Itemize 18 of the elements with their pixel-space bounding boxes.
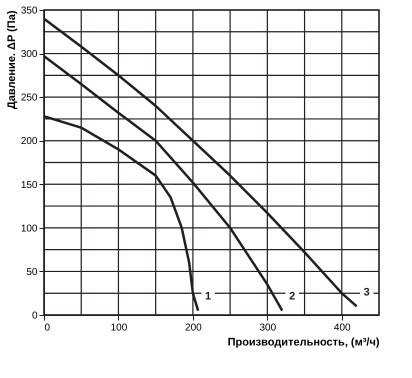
y-tick-label: 250 [20,92,38,104]
series-label: 1 [205,290,212,303]
y-tick-label: 150 [20,180,38,191]
y-tick-label: 300 [20,49,38,60]
y-tick-label: 200 [20,136,38,148]
y-tick-label: 0 [32,310,38,322]
x-axis-title: Производительность, (м³/ч) [228,336,380,348]
y-tick-label: 350 [20,6,38,16]
x-tick-label: 300 [259,322,277,334]
x-tick-label: 200 [185,322,202,334]
y-axis-title: Давление. ΔP (Па) [6,10,18,110]
x-tick-label: 400 [334,322,352,334]
y-tick-label: 50 [26,266,38,278]
x-tick-label: 100 [110,322,128,334]
y-tick-label: 100 [20,223,38,234]
series-label: 3 [364,286,370,298]
x-tick-label: 0 [44,322,50,334]
series-label: 2 [289,290,296,303]
